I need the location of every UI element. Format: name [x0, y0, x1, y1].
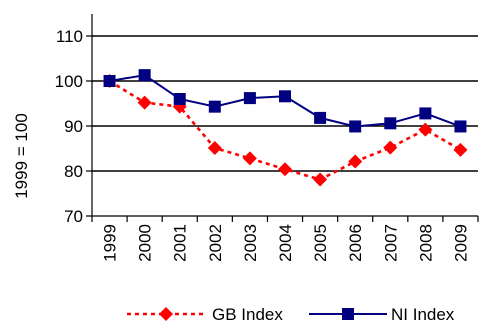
x-tick-label: 2002 — [206, 224, 225, 262]
x-tick-label: 2006 — [346, 224, 365, 262]
x-tick-label: 2003 — [241, 224, 260, 262]
gridlines — [86, 35, 478, 217]
data-point — [384, 117, 397, 130]
data-point — [208, 100, 221, 113]
x-tick-label: 2007 — [381, 224, 400, 262]
data-point — [207, 141, 222, 156]
data-point — [279, 90, 291, 103]
series — [102, 69, 468, 187]
data-point — [314, 111, 327, 124]
axes — [91, 14, 479, 222]
data-point — [348, 154, 363, 169]
data-point — [453, 142, 468, 157]
legend-label: NI Index — [391, 305, 455, 322]
legend-marker — [159, 307, 173, 321]
x-tick-label: 2004 — [276, 224, 295, 262]
data-point — [454, 120, 467, 133]
data-point — [137, 95, 152, 110]
y-axis-title: 1999 = 100 — [12, 113, 31, 199]
legend-item-ni-index: NI Index — [309, 305, 455, 322]
data-point — [242, 151, 257, 166]
data-point — [419, 107, 432, 120]
x-tick-label: 2008 — [416, 224, 435, 262]
data-point — [418, 122, 433, 137]
data-point — [383, 140, 398, 155]
x-tick-label: 2005 — [311, 224, 330, 262]
data-point — [138, 69, 151, 82]
data-point — [278, 162, 292, 177]
x-tick-label: 2009 — [451, 224, 470, 262]
y-tick-label: 110 — [56, 27, 83, 46]
x-tick-label: 1999 — [101, 224, 120, 262]
x-tick-label: 2000 — [136, 224, 155, 262]
data-point — [173, 93, 186, 105]
y-tick-label: 90 — [64, 117, 83, 136]
data-point — [349, 120, 362, 133]
series-ni-index — [103, 69, 467, 133]
legend-marker — [342, 308, 354, 320]
data-point — [313, 172, 328, 187]
series-line — [108, 79, 462, 181]
data-point — [103, 75, 116, 87]
y-tick-label: 100 — [55, 72, 83, 91]
x-tick-labels: 1999 2000 2001 2002 2003 2004 2005 2006 2007 2008… — [101, 224, 471, 262]
y-tick-labels: 70 80 90 100 110 — [55, 27, 83, 226]
y-tick-label: 70 — [64, 207, 83, 226]
legend: GB Index NI Index — [127, 305, 455, 322]
legend-item-gb-index: GB Index — [127, 305, 283, 322]
data-point — [243, 92, 256, 105]
x-tick-label: 2001 — [171, 224, 190, 262]
y-tick-label: 80 — [64, 162, 83, 181]
legend-label: GB Index — [212, 305, 283, 322]
